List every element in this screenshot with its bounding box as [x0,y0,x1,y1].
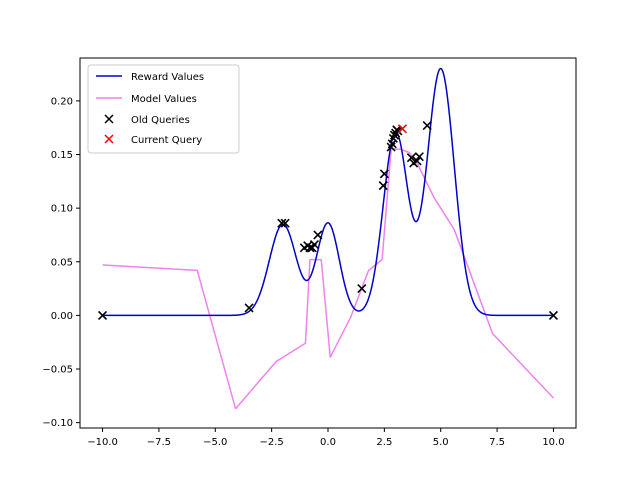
legend-label-old-queries: Old Queries [131,115,190,126]
point-old-queries [280,218,290,228]
point-old-queries [244,303,254,313]
legend-marker-current-query [104,134,114,144]
point-old-queries [548,310,559,320]
point-old-queries [378,181,388,191]
x-axis: −10.0 −7.5 −5.0 −2.5 0.0 2.5 5.0 7.5 10.0 [87,428,565,448]
point-old-queries [277,218,287,228]
legend-marker-old-queries [104,114,114,124]
point-old-queries [414,152,424,162]
series-line-model-values [102,148,554,410]
y-tick-label: −0.10 [42,418,73,429]
legend: Reward Values Model Values Old Queries C… [87,64,240,154]
x-tick-label: −7.5 [147,437,171,448]
y-tick-label: 0.05 [51,257,73,268]
legend-box [87,64,240,154]
x-tick-label: 2.5 [376,437,392,448]
point-old-queries [406,153,416,163]
y-tick-label: 0.10 [51,204,73,215]
y-tick-label: 0.15 [51,150,73,161]
plot-area [97,67,559,410]
y-tick-label: 0.20 [51,96,73,107]
point-old-queries [357,284,367,294]
point-old-queries [379,169,389,179]
point-old-queries [313,230,323,240]
x-tick-label: 10.0 [542,437,564,448]
point-old-queries [97,310,108,320]
point-old-queries [422,120,432,131]
y-tick-label: −0.05 [42,365,73,376]
x-tick-label: 5.0 [433,437,449,448]
legend-label-current-query: Current Query [131,135,202,146]
point-current-query [397,124,407,134]
point-old-queries [412,156,422,166]
x-tick-label: 7.5 [489,437,505,448]
x-tick-label: −10.0 [87,437,118,448]
x-tick-label: −5.0 [203,437,227,448]
x-tick-label: 0.0 [320,437,336,448]
y-axis: −0.10 −0.05 0.00 0.05 0.10 0.15 0.20 [42,96,80,429]
point-old-queries [309,240,320,250]
legend-label-reward-values: Reward Values [131,72,204,83]
y-tick-label: 0.00 [51,311,73,322]
legend-label-model-values: Model Values [131,94,197,105]
point-old-queries [305,243,315,253]
point-old-queries [393,126,403,136]
series-line-reward-values [102,67,554,317]
x-tick-label: −2.5 [259,437,283,448]
